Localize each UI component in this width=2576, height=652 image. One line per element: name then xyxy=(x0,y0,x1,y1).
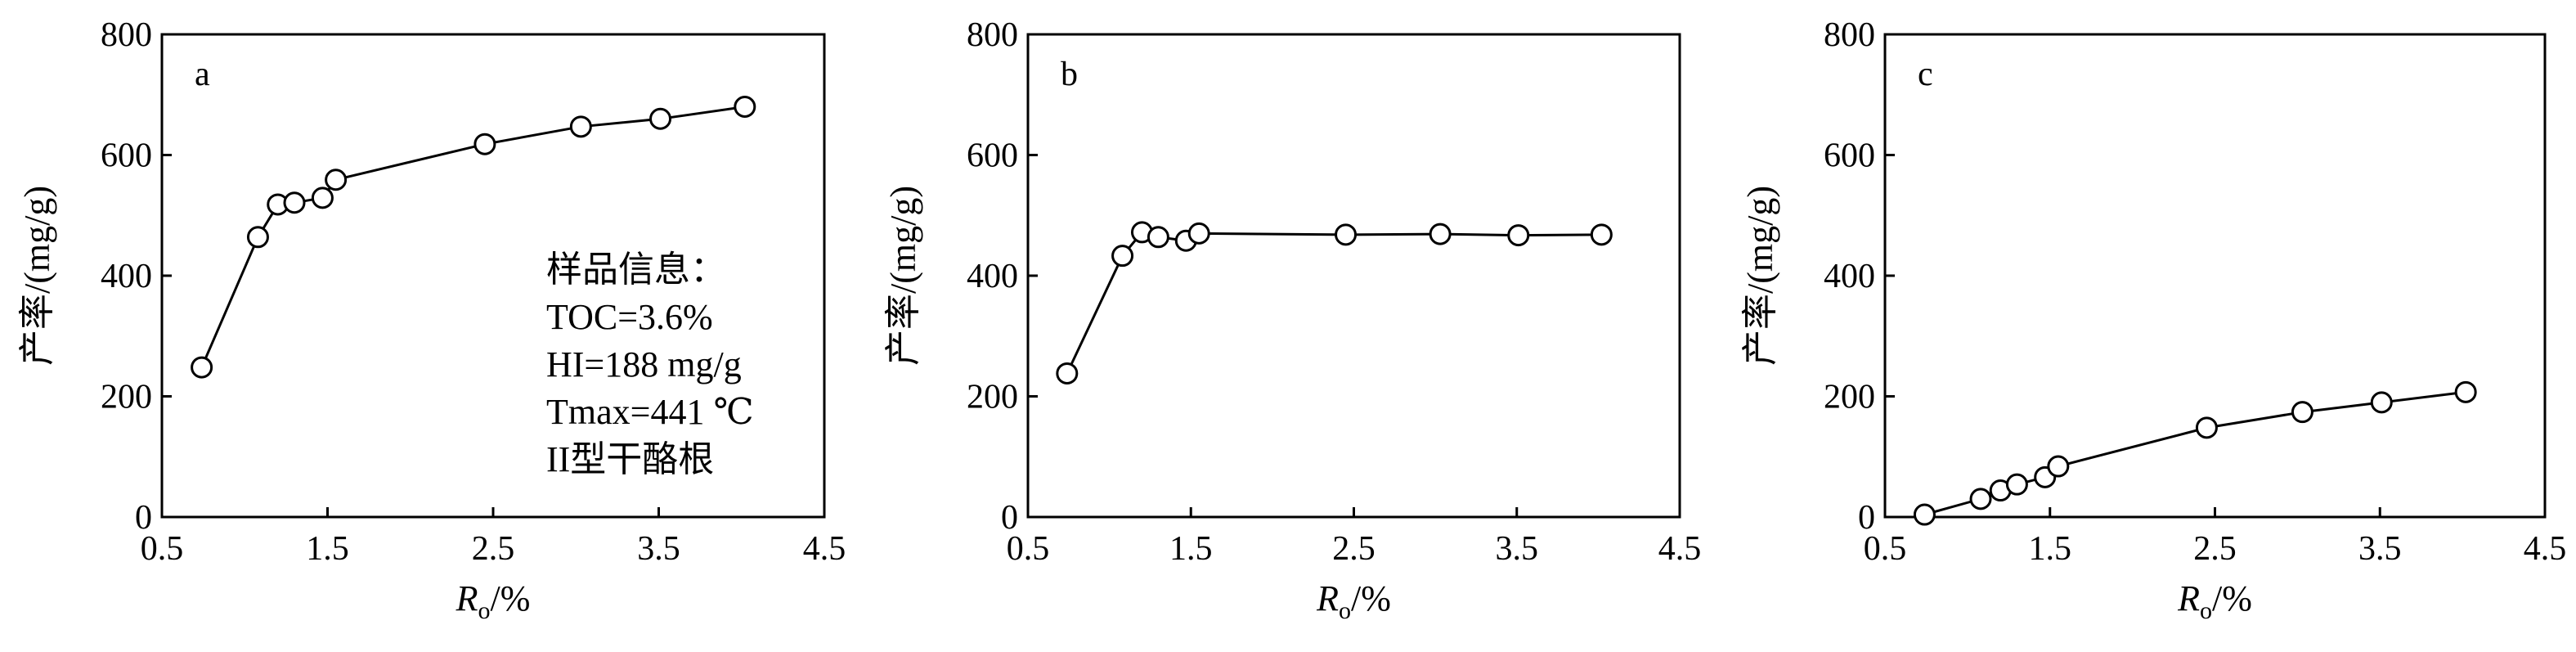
data-point xyxy=(1147,226,1169,249)
plot-frame xyxy=(1026,33,1681,519)
y-tick-label: 600 xyxy=(1824,137,1875,175)
x-tick-label: 0.5 xyxy=(141,530,184,568)
x-tick-label: 3.5 xyxy=(637,530,680,568)
x-tick-label: 1.5 xyxy=(1169,530,1213,568)
data-point xyxy=(2291,401,2313,424)
data-point xyxy=(2195,416,2218,439)
x-tick-label: 3.5 xyxy=(1496,530,1539,568)
x-tick-label: 4.5 xyxy=(803,530,846,568)
x-tick-label: 1.5 xyxy=(306,530,349,568)
panel-label: b xyxy=(1061,56,1078,93)
y-tick-label: 800 xyxy=(101,16,152,54)
data-point xyxy=(1429,223,1452,245)
data-point xyxy=(649,107,672,130)
panel-label: c xyxy=(1918,56,1933,93)
series-line xyxy=(1066,231,1602,375)
panel-c: 0 200 400 600 800 0.5 1.5 2.5 3.5 4.5 Ro/% 产率/(mg/g… xyxy=(1740,16,2566,624)
x-tick-label: 4.5 xyxy=(2524,530,2567,568)
annotation-line: TOC=3.6% xyxy=(546,297,713,337)
y-tick-label: 400 xyxy=(1824,258,1875,295)
y-tick-label: 600 xyxy=(967,137,1018,175)
x-tick-label: 2.5 xyxy=(1332,530,1376,568)
x-tick-label: 2.5 xyxy=(2193,530,2237,568)
data-point xyxy=(1335,223,1358,246)
y-tick-label: 200 xyxy=(101,379,152,416)
data-point xyxy=(569,115,592,138)
y-axis-title: 产率/(mg/g) xyxy=(1740,186,1780,366)
data-point xyxy=(1507,224,1530,247)
series-line xyxy=(200,106,746,368)
y-tick-label: 400 xyxy=(101,258,152,295)
x-tick-label: 4.5 xyxy=(1658,530,1702,568)
annotation-line: HI=188 mg/g xyxy=(546,344,742,384)
panel-a: 0 200 400 600 800 0.5 1.5 2.5 3.5 4.5 Ro/% 产率/(mg/g… xyxy=(17,16,846,624)
panel-b: 0 200 400 600 800 0.5 1.5 2.5 3.5 4.5 Ro/% 产率/(mg/g… xyxy=(883,16,1701,624)
x-tick-label: 0.5 xyxy=(1864,530,1907,568)
y-tick-label: 0 xyxy=(135,499,152,537)
data-point xyxy=(325,169,348,191)
y-axis-title: 产率/(mg/g) xyxy=(17,186,57,366)
data-point xyxy=(1913,503,1936,526)
y-tick-label: 200 xyxy=(1824,379,1875,416)
data-point xyxy=(1056,362,1079,384)
data-point xyxy=(734,96,756,118)
y-tick-label: 400 xyxy=(967,258,1018,295)
data-point xyxy=(1590,223,1613,246)
y-axis-title: 产率/(mg/g) xyxy=(883,186,923,366)
plot-frame xyxy=(1883,33,2547,519)
data-point xyxy=(473,133,496,155)
data-point xyxy=(246,226,269,249)
y-tick-label: 600 xyxy=(101,137,152,175)
x-tick-label: 1.5 xyxy=(2029,530,2072,568)
x-tick-label: 3.5 xyxy=(2358,530,2402,568)
y-tick-label: 200 xyxy=(967,379,1018,416)
annotation-line: Tmax=441 ℃ xyxy=(546,392,754,432)
data-point xyxy=(1187,222,1210,245)
x-axis-title: Ro/% xyxy=(1316,578,1391,624)
x-axis-title: Ro/% xyxy=(456,578,531,624)
annotation-line: II型干酪根 xyxy=(546,439,714,479)
data-point xyxy=(2370,391,2393,414)
data-point xyxy=(311,187,334,209)
data-point xyxy=(2454,380,2477,403)
x-axis-title: Ro/% xyxy=(2177,578,2252,624)
y-tick-label: 0 xyxy=(1001,499,1018,537)
x-tick-label: 0.5 xyxy=(1007,530,1050,568)
annotation-line: 样品信息： xyxy=(546,250,726,290)
data-point xyxy=(2005,473,2028,496)
y-tick-label: 800 xyxy=(967,16,1018,54)
data-point xyxy=(2047,455,2070,478)
y-tick-label: 0 xyxy=(1858,499,1875,537)
panel-label: a xyxy=(195,56,210,93)
y-tick-label: 800 xyxy=(1824,16,1875,54)
x-tick-label: 2.5 xyxy=(472,530,515,568)
data-point xyxy=(191,356,213,379)
data-point xyxy=(1969,488,1992,510)
data-point xyxy=(283,191,306,214)
data-point xyxy=(1111,245,1134,268)
